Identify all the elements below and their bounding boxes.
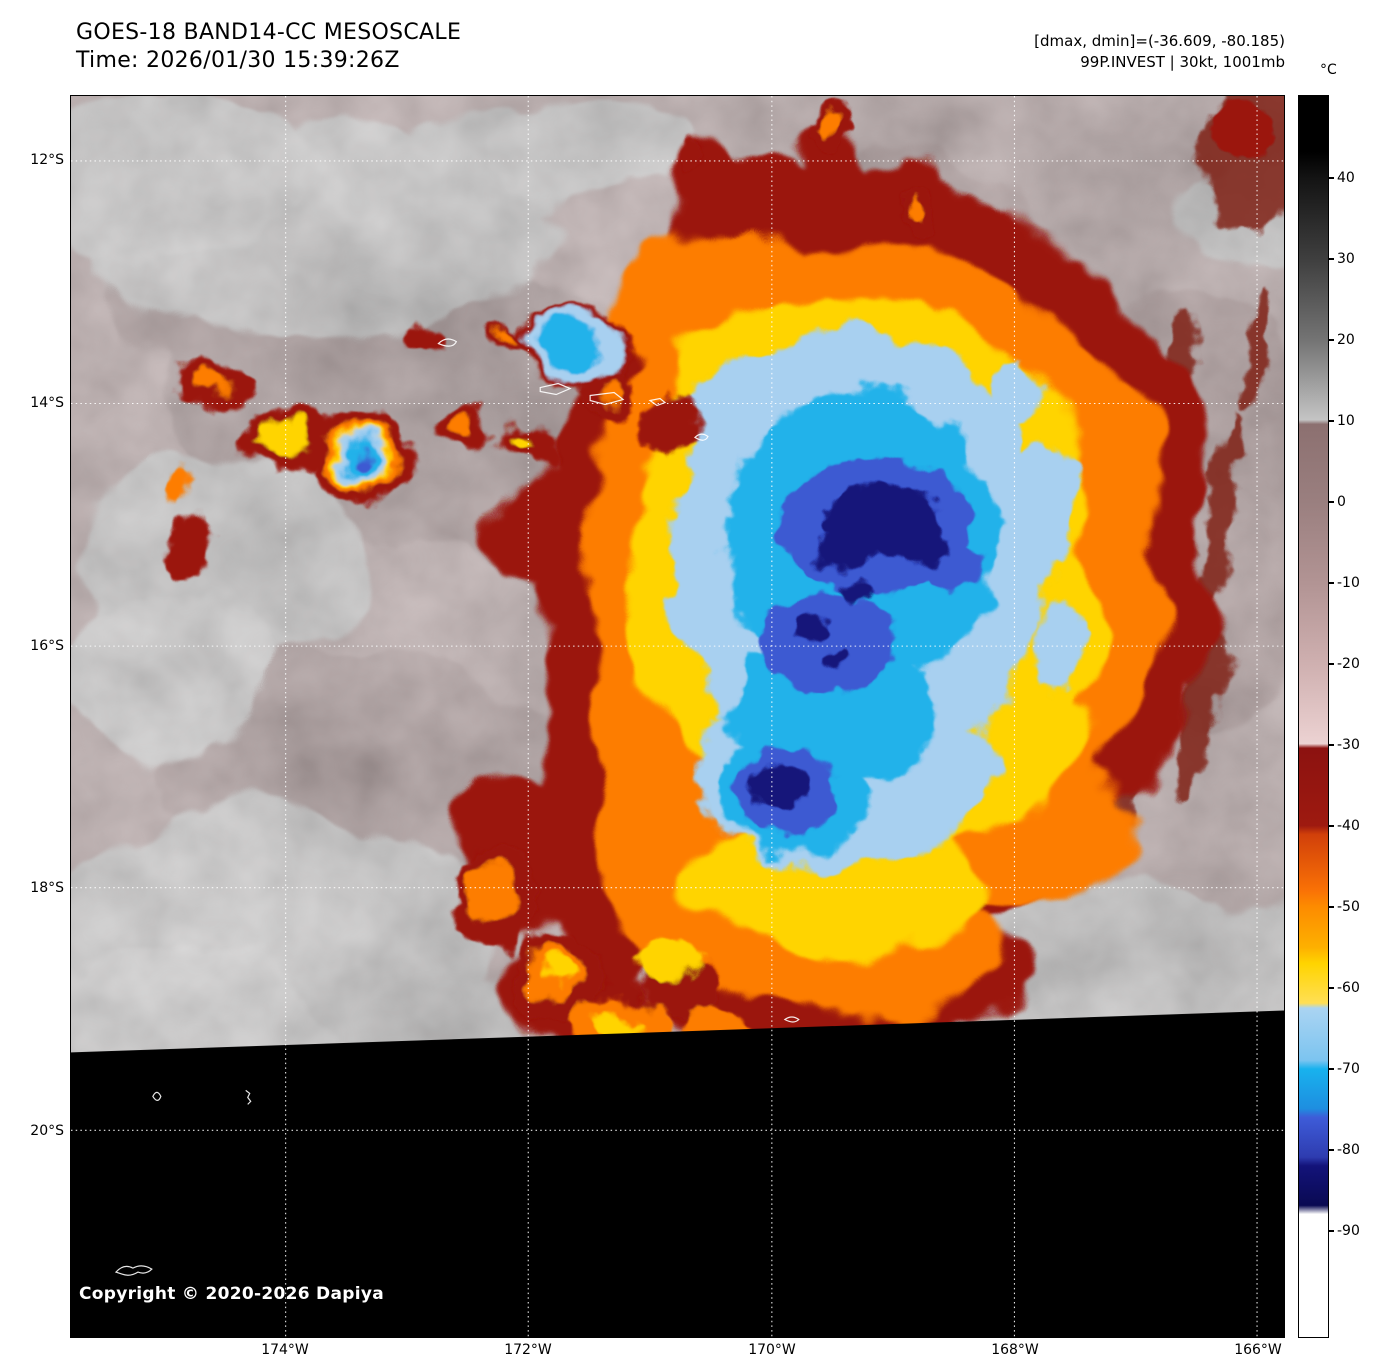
dmax-dmin-readout: [dmax, dmin]=(-36.609, -80.185)	[1034, 32, 1285, 50]
top-edge-speckles	[677, 99, 1277, 242]
colorbar-tick	[1329, 663, 1334, 665]
colorbar-label-n80: -80	[1337, 1142, 1360, 1158]
colorbar-tick	[1329, 1068, 1334, 1070]
temperature-colorbar	[1298, 95, 1329, 1338]
colorbar-label-n90: -90	[1337, 1223, 1360, 1239]
lon-label-174w: 174°W	[261, 1342, 309, 1358]
no-data-region	[71, 1010, 1284, 1337]
lat-label-14s: 14°S	[30, 395, 64, 411]
graticule-gridlines	[71, 96, 1284, 1337]
colorbar-label-20: 20	[1337, 332, 1355, 348]
colorbar-label-0: 0	[1337, 494, 1346, 510]
colorbar-tick	[1329, 339, 1334, 341]
page-title: GOES-18 BAND14-CC MESOSCALE	[76, 20, 462, 45]
colorbar-tick	[1329, 582, 1334, 584]
colorbar-label-n50: -50	[1337, 899, 1360, 915]
colorbar-tick	[1329, 177, 1334, 179]
colorbar-tick	[1329, 258, 1334, 260]
satellite-map: Copyright © 2020-2026 Dapiya	[70, 95, 1285, 1338]
colorbar-unit-label: °C	[1320, 62, 1337, 78]
colorbar-tick	[1329, 1230, 1334, 1232]
lat-label-20s: 20°S	[30, 1123, 64, 1139]
colorbar-label-40: 40	[1337, 170, 1355, 186]
colorbar-label-30: 30	[1337, 251, 1355, 267]
colorbar-tick	[1329, 987, 1334, 989]
colorbar-tick	[1329, 744, 1334, 746]
lat-label-12s: 12°S	[30, 152, 64, 168]
colorbar-tick	[1329, 420, 1334, 422]
colorbar-tick	[1329, 1149, 1334, 1151]
timestamp: Time: 2026/01/30 15:39:26Z	[76, 48, 400, 73]
colorbar-label-n60: -60	[1337, 980, 1360, 996]
lon-label-168w: 168°W	[991, 1342, 1039, 1358]
colorbar-tick	[1329, 501, 1334, 503]
copyright-notice: Copyright © 2020-2026 Dapiya	[79, 1284, 384, 1304]
lat-label-18s: 18°S	[30, 880, 64, 896]
lon-label-166w: 166°W	[1234, 1342, 1282, 1358]
western-convective-band	[163, 305, 695, 575]
storm-coldest-tops	[747, 484, 950, 811]
lon-label-170w: 170°W	[748, 1342, 796, 1358]
storm-info: 99P.INVEST | 30kt, 1001mb	[1080, 53, 1285, 71]
lat-label-16s: 16°S	[30, 638, 64, 654]
colorbar-label-10: 10	[1337, 413, 1355, 429]
colorbar-label-n10: -10	[1337, 575, 1360, 591]
colorbar-label-n70: -70	[1337, 1061, 1360, 1077]
colorbar-label-n20: -20	[1337, 656, 1360, 672]
colorbar-label-n40: -40	[1337, 818, 1360, 834]
coastline-outlines	[114, 338, 800, 1276]
lon-label-172w: 172°W	[504, 1342, 552, 1358]
colorbar-label-n30: -30	[1337, 737, 1360, 753]
colorbar-tick	[1329, 906, 1334, 908]
colorbar-tick	[1329, 825, 1334, 827]
satellite-image	[71, 96, 1284, 1337]
